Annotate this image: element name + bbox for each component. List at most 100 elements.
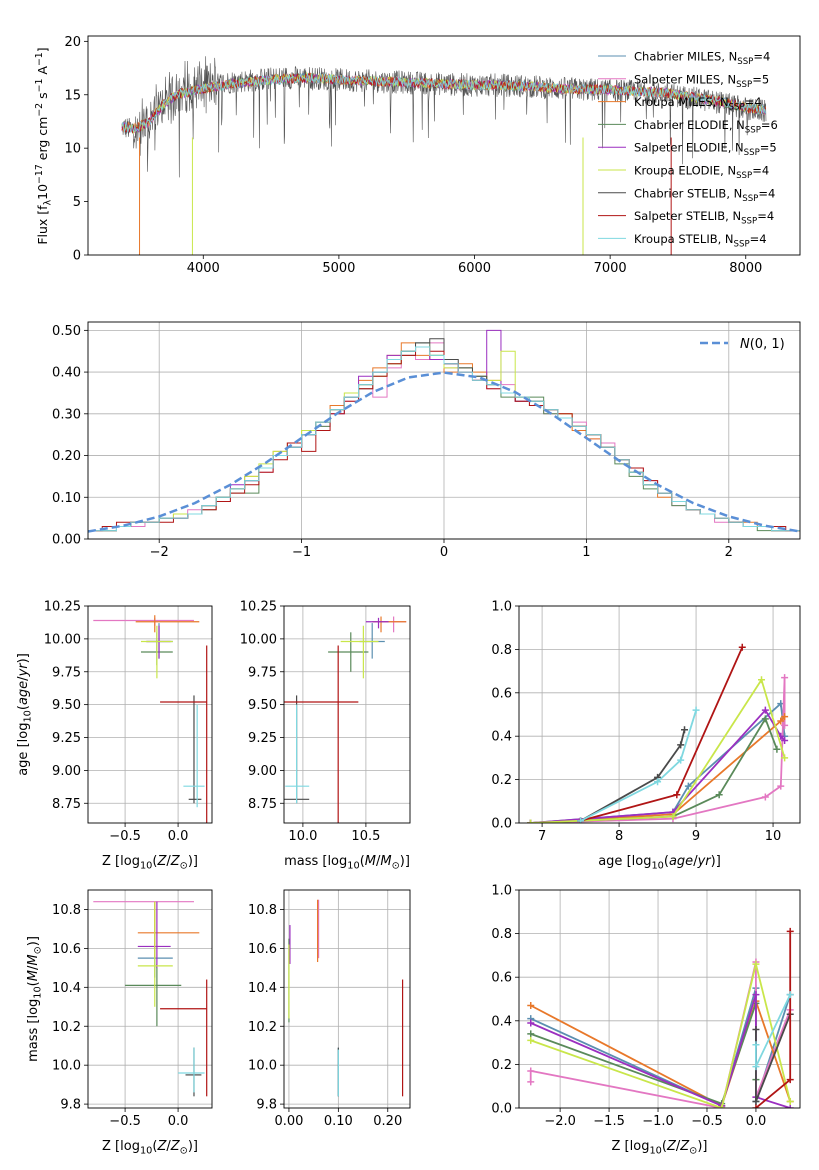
y-tick-label: 0.0 [491, 1102, 512, 1117]
histogram-kroupa-stelib [88, 346, 800, 539]
legend-item-salpeter-miles: Salpeter MILES, NSSP=5 [634, 72, 769, 90]
y-tick-label: 0.4 [491, 1014, 512, 1029]
y-tick-label: 1.0 [491, 884, 512, 899]
errorbar-salpeter-stelib [160, 979, 208, 1097]
y-tick-label: 9.75 [52, 665, 81, 680]
normal-distribution-curve [88, 371, 800, 533]
series-salpeter-miles [527, 674, 789, 823]
data-point [718, 1104, 726, 1108]
y-tick-label: 0.4 [491, 730, 512, 745]
series-line [530, 987, 792, 1108]
data-point [752, 1026, 760, 1034]
y-tick-label: 8.75 [52, 797, 81, 812]
legend-item-chabrier-stelib: Chabrier STELIB, NSSP=4 [634, 186, 775, 204]
data-point [781, 737, 789, 745]
plot-area [527, 643, 789, 823]
plot-area [121, 56, 767, 255]
x-tick-label: −1.5 [593, 1114, 625, 1129]
y-tick-label: 10.00 [44, 632, 81, 647]
series-kroupa-elodie [527, 676, 789, 823]
x-tick-label: 0.0 [168, 829, 189, 844]
errorbar-chabrier-elodie [328, 632, 369, 672]
data-point [527, 1019, 535, 1027]
series-kroupa-elodie [527, 960, 794, 1108]
x-tick-label: −0.5 [691, 1114, 723, 1129]
legend-item-salpeter-elodie: Salpeter ELODIE, NSSP=5 [634, 141, 777, 159]
data-point [527, 1067, 535, 1075]
data-point [777, 782, 785, 790]
x-tick-label: 5000 [322, 261, 355, 276]
x-tick-label: 1 [582, 545, 590, 560]
axes-frame [87, 321, 801, 540]
data-point [761, 715, 769, 723]
y-tick-label: 10.25 [240, 600, 277, 615]
x-tick-label: 0.20 [373, 1114, 402, 1129]
x-axis-label: age [log10(age/yr)] [598, 854, 721, 872]
series-line [530, 701, 786, 823]
chart-mass-weight-vs-age: 7 8 9 10 0.0 0.2 0.4 0.6 0.8 1.0 age [log10(age/yr… [491, 600, 801, 872]
y-tick-label: 0 [73, 249, 81, 264]
axes-frame [87, 35, 801, 256]
data-point [738, 643, 746, 651]
y-tick-label: 1.0 [491, 600, 512, 615]
y-tick-label: 5 [73, 195, 81, 210]
errorbar-kroupa-miles [135, 615, 200, 633]
data-point [786, 1097, 794, 1105]
y-tick-label: 0.20 [52, 449, 81, 464]
data-point [781, 754, 789, 762]
y-tick-label: 0.2 [491, 1058, 512, 1073]
x-tick-label: 10.0 [288, 829, 317, 844]
legend-item-kroupa-elodie: Kroupa ELODIE, NSSP=4 [634, 164, 769, 182]
y-tick-label: 0.30 [52, 407, 81, 422]
legend-item-salpeter-stelib: Salpeter STELIB, NSSP=4 [634, 209, 774, 227]
y-tick-label: 10.4 [248, 981, 277, 996]
y-tick-label: 9.25 [248, 731, 277, 746]
data-point [527, 1002, 535, 1010]
data-point [752, 960, 760, 968]
errorbar-kroupa-elodie [340, 625, 379, 679]
series-line [530, 1003, 757, 1105]
y-tick-label: 0.8 [491, 927, 512, 942]
chart-mass-vs-EBV: 0.00 0.10 0.20 9.8 10.0 10.2 10.4 10.6 10.8 [248, 889, 411, 1129]
spectrum-series-chabrier-stelib-n-ssp-4 [121, 56, 767, 178]
y-tick-label: 0.50 [52, 324, 81, 339]
axes-frame [518, 889, 801, 1109]
y-tick-label: 8.75 [248, 797, 277, 812]
x-tick-label: 0.0 [746, 1114, 767, 1129]
legend-item-normal: N(0, 1) [740, 337, 785, 352]
x-tick-label: −1 [292, 545, 311, 560]
y-tick-label: 10.4 [52, 981, 81, 996]
series-chabrier-elodie [527, 999, 760, 1108]
data-point [715, 791, 723, 799]
errorbar-chabrier-stelib [284, 695, 310, 804]
x-tick-label: −2.0 [544, 1114, 576, 1129]
legend-item-chabrier-miles: Chabrier MILES, NSSP=4 [634, 50, 770, 68]
errorbar-salpeter-stelib [284, 645, 359, 823]
series-kroupa-stelib [577, 706, 700, 823]
series-line [530, 716, 778, 823]
x-tick-label: −2 [150, 545, 169, 560]
data-point [681, 726, 689, 734]
series-line [530, 677, 786, 823]
chart-residuals: −2 −1 0 1 2 0.00 0.10 0.20 0.30 0.40 0.50 N(0, 1) [52, 321, 801, 560]
x-axis-label: mass [log10(M/M⊙)] [284, 854, 410, 872]
series-chabrier-elodie [527, 715, 781, 823]
data-point [777, 717, 785, 725]
data-point [781, 721, 789, 729]
x-axis-label: Z [log10(Z/Z⊙)] [612, 1139, 708, 1157]
plot-area [284, 616, 407, 823]
[object SVGGElement]: Flux [fλ10−17 erg cm−2 s−1 A−1] [34, 47, 54, 244]
series-line [530, 963, 792, 1108]
data-point [761, 706, 769, 714]
errorbar-kroupa-stelib [178, 1047, 205, 1093]
y-tick-label: 10.2 [248, 1020, 277, 1035]
errorbar-chabrier-stelib [188, 695, 202, 804]
errorbar-salpeter-elodie [365, 617, 389, 629]
legend-item-chabrier-elodie: Chabrier ELODIE, NSSP=6 [634, 118, 778, 136]
series-chabrier-stelib [577, 726, 689, 823]
errorbar-kroupa-stelib [285, 704, 310, 804]
x-tick-label: 4000 [187, 261, 220, 276]
series-kroupa-stelib [752, 991, 794, 1071]
x-tick-label: 0.00 [274, 1114, 303, 1129]
